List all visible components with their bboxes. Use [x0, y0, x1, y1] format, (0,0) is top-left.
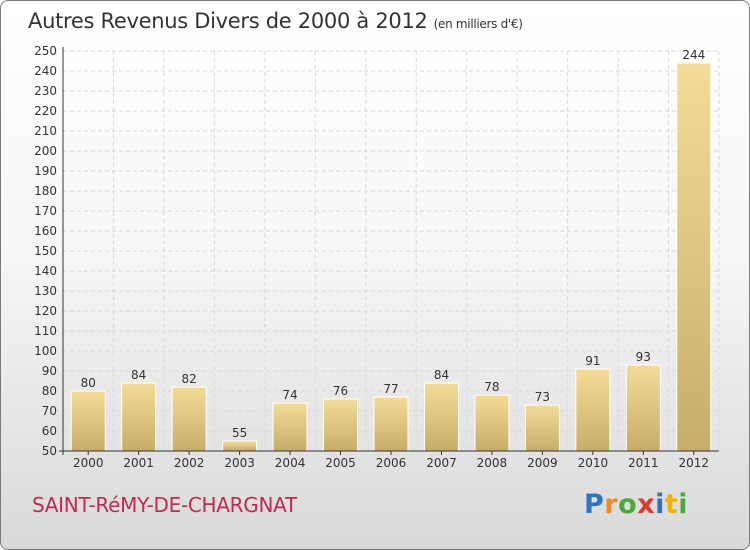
- bar-2012: [676, 62, 712, 452]
- y-tick-label: 200: [34, 144, 57, 158]
- y-tick-label: 190: [34, 164, 57, 178]
- bar-2001: [121, 382, 157, 452]
- logo-letter: i: [678, 489, 689, 520]
- y-tick-label: 240: [34, 64, 57, 78]
- x-tick-label-2007: 2007: [426, 456, 457, 470]
- bar-2009: [524, 404, 560, 452]
- bar-2003: [222, 440, 258, 452]
- value-label-2012: 244: [682, 48, 705, 62]
- x-tick-label-2009: 2009: [527, 456, 558, 470]
- bar-2002: [171, 386, 207, 452]
- chart-title-block: Autres Revenus Divers de 2000 à 2012 (en …: [28, 9, 523, 33]
- value-label-2010: 91: [585, 354, 600, 368]
- bar-2008: [474, 394, 510, 452]
- value-label-2003: 55: [232, 426, 247, 440]
- y-tick-label: 180: [34, 184, 57, 198]
- logo-letter: i: [655, 489, 665, 520]
- x-tick-label-2001: 2001: [123, 456, 154, 470]
- proxiti-logo: Proxiti: [584, 489, 688, 520]
- x-tick-label-2002: 2002: [174, 456, 205, 470]
- bar-2006: [373, 396, 409, 452]
- logo-letter: P: [584, 489, 605, 520]
- y-tick-label: 120: [34, 304, 57, 318]
- y-tick-label: 170: [34, 204, 57, 218]
- x-tick-label-2008: 2008: [477, 456, 508, 470]
- logo-letter: o: [618, 489, 638, 520]
- y-tick-label: 220: [34, 104, 57, 118]
- bar-2005: [323, 398, 359, 452]
- bar-2010: [575, 368, 611, 452]
- value-label-2005: 76: [333, 384, 348, 398]
- x-tick-label-2004: 2004: [275, 456, 306, 470]
- y-tick-label: 50: [42, 444, 57, 458]
- y-tick-label: 250: [34, 44, 57, 58]
- x-tick-label-2006: 2006: [376, 456, 407, 470]
- y-tick-label: 230: [34, 84, 57, 98]
- y-tick-label: 80: [42, 384, 57, 398]
- y-tick-label: 150: [34, 244, 57, 258]
- y-tick-label: 140: [34, 264, 57, 278]
- x-tick-label-2012: 2012: [678, 456, 709, 470]
- logo-letter: x: [637, 489, 656, 520]
- value-label-2002: 82: [182, 372, 197, 386]
- y-tick-label: 110: [34, 324, 57, 338]
- x-tick-label-2000: 2000: [73, 456, 104, 470]
- value-label-2007: 84: [434, 368, 449, 382]
- value-label-2006: 77: [383, 382, 398, 396]
- logo-letter: r: [604, 489, 619, 520]
- value-label-2008: 78: [484, 380, 499, 394]
- x-tick-label-2011: 2011: [628, 456, 659, 470]
- x-tick-label-2010: 2010: [578, 456, 609, 470]
- value-label-2001: 84: [131, 368, 146, 382]
- chart-title: Autres Revenus Divers de 2000 à 2012: [28, 9, 428, 33]
- bar-2004: [272, 402, 308, 452]
- value-label-2004: 74: [282, 388, 297, 402]
- chart-subtitle: (en milliers d'€): [433, 17, 523, 31]
- value-labels: 80 84 82 55 74 76 77 84 78 73 91 93 244: [81, 48, 706, 440]
- y-tick-label: 100: [34, 344, 57, 358]
- bar-2007: [423, 382, 459, 452]
- logo-letter: t: [664, 489, 679, 520]
- bar-2000: [70, 390, 106, 452]
- value-label-2011: 93: [636, 350, 651, 364]
- commune-name: SAINT-RéMY-DE-CHARGNAT: [32, 493, 297, 517]
- y-tick-label: 60: [42, 424, 57, 438]
- y-tick-label: 70: [42, 404, 57, 418]
- axes: 50 60 70 80 90 100 110 120 130 140 150 160 170 180 190…: [34, 44, 719, 470]
- value-label-2009: 73: [535, 390, 550, 404]
- x-tick-label-2003: 2003: [224, 456, 255, 470]
- y-tick-label: 210: [34, 124, 57, 138]
- x-tick-label-2005: 2005: [325, 456, 356, 470]
- y-tick-label: 160: [34, 224, 57, 238]
- y-tick-label: 90: [42, 364, 57, 378]
- bar-2011: [625, 364, 661, 452]
- value-label-2000: 80: [81, 376, 96, 390]
- y-tick-label: 130: [34, 284, 57, 298]
